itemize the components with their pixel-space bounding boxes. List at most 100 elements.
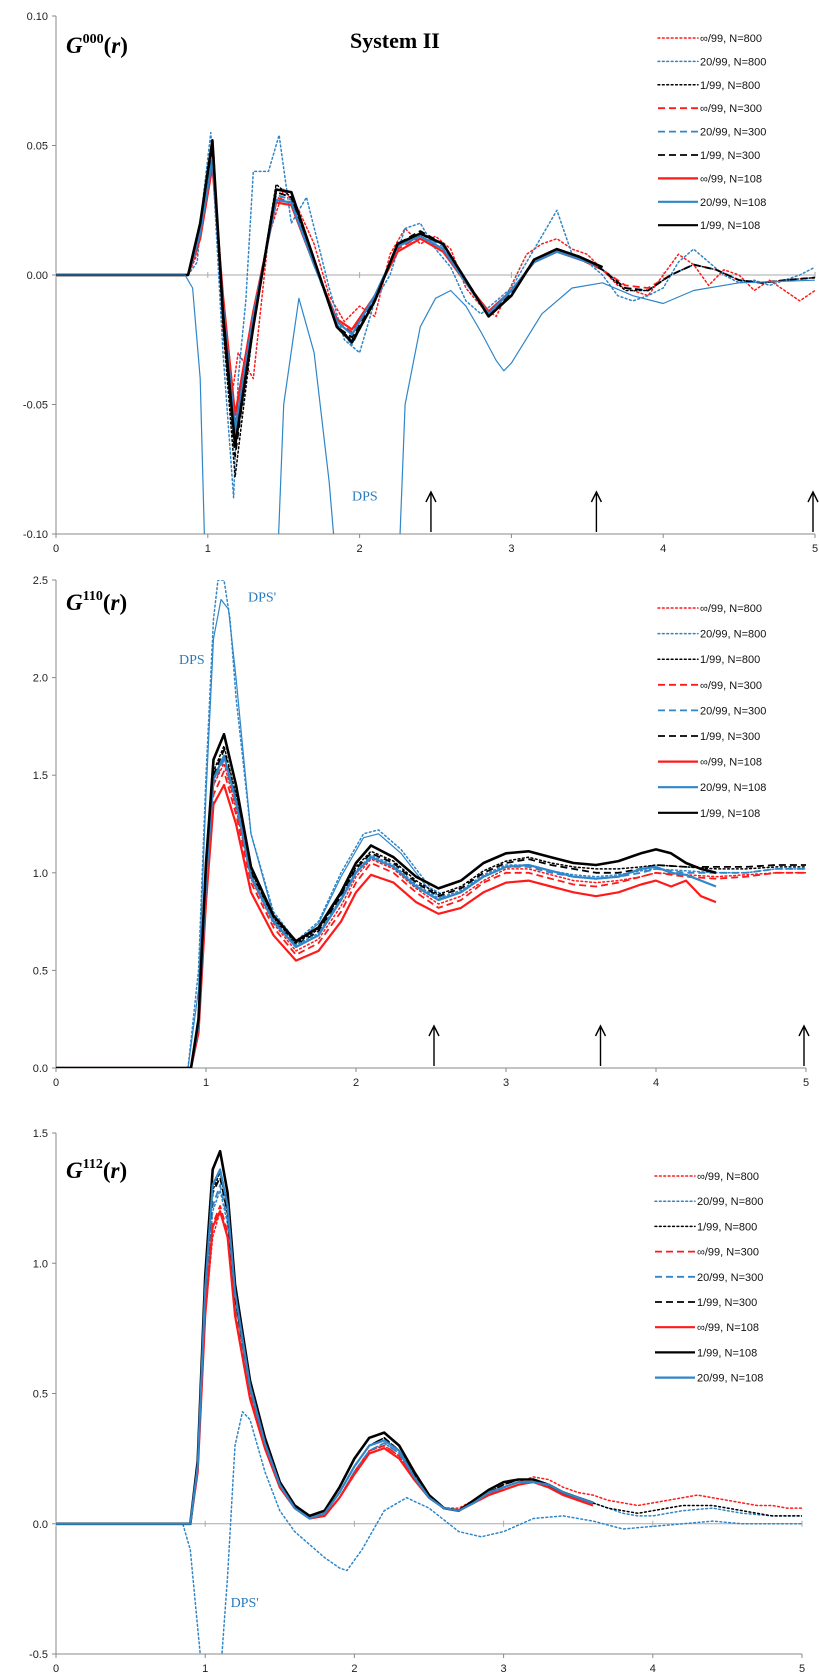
legend-label: 20/99, N=108 <box>697 1373 763 1385</box>
y-tick-label: 1.0 <box>33 868 48 880</box>
panel-g000: -0.10 -0.05 0.00 0.05 0.10 0 1 2 3 4 5 DPS G000(r) Sy… <box>23 11 819 555</box>
legend-label: 20/99, N=800 <box>700 629 766 641</box>
legend-label: 20/99, N=108 <box>700 782 766 794</box>
y-tick-label: 0.0 <box>33 1519 48 1531</box>
series-group <box>56 580 806 1068</box>
legend-label: ∞/99, N=108 <box>700 173 762 185</box>
legend-label: 20/99, N=300 <box>697 1272 763 1284</box>
series-line <box>56 758 806 1068</box>
series-line <box>56 144 815 478</box>
series-group <box>56 131 815 534</box>
legend-label: 1/99, N=300 <box>700 731 760 743</box>
x-tick-label: 1 <box>205 543 211 555</box>
legend-label: ∞/99, N=108 <box>700 757 762 769</box>
series-line <box>56 165 603 416</box>
legend-label: ∞/99, N=800 <box>700 33 762 45</box>
x-tick-label: 1 <box>203 1077 209 1089</box>
series-line <box>56 762 806 1068</box>
series-line <box>56 155 815 406</box>
series-line <box>56 580 447 1068</box>
panel-g110: 0.0 0.5 1.0 1.5 2.0 2.5 0 1 2 3 4 5 DPS DPS' G110(r) ∞/… <box>33 575 810 1089</box>
legend-label: ∞/99, N=800 <box>700 603 762 615</box>
legend-label: 20/99, N=108 <box>700 197 766 209</box>
x-tick-label: 3 <box>503 1077 509 1089</box>
y-tick-label: -0.05 <box>23 400 48 412</box>
legend-label: 1/99, N=800 <box>700 80 760 92</box>
x-tick-label: 0 <box>53 1663 59 1675</box>
legend-label: 1/99, N=300 <box>697 1297 757 1309</box>
legend-label: 1/99, N=800 <box>697 1221 757 1233</box>
series-line <box>56 745 806 1068</box>
x-tick-label: 1 <box>202 1663 208 1675</box>
legend-label: 1/99, N=300 <box>700 150 760 162</box>
x-tick-label: 4 <box>650 1663 656 1675</box>
x-tick-label: 2 <box>357 543 363 555</box>
panel-title: G000(r) <box>66 32 128 58</box>
x-tick-label: 3 <box>501 1663 507 1675</box>
legend-label: 20/99, N=800 <box>697 1196 763 1208</box>
series-line <box>56 131 815 499</box>
legend: ∞/99, N=800 20/99, N=800 1/99, N=800 ∞/99, … <box>657 603 766 820</box>
legend-label: ∞/99, N=108 <box>697 1322 759 1334</box>
arrow-head <box>428 1024 440 1037</box>
annotation-label: DPS <box>352 489 378 504</box>
legend-label: 20/99, N=300 <box>700 127 766 139</box>
y-tick-label: 0.05 <box>27 141 48 153</box>
legend-label: ∞/99, N=300 <box>700 680 762 692</box>
x-tick-label: 2 <box>351 1663 357 1675</box>
series-line <box>56 1176 594 1525</box>
series-line <box>56 598 447 1068</box>
y-tick-label: 1.5 <box>33 770 48 782</box>
series-line <box>56 770 806 1068</box>
x-tick-label: 4 <box>653 1077 659 1089</box>
arrow-head <box>798 1024 810 1037</box>
system-title: System II <box>350 28 440 53</box>
legend-label: 20/99, N=800 <box>700 56 766 68</box>
series-line <box>56 139 604 448</box>
arrow-head <box>807 490 819 503</box>
y-tick-label: 0.10 <box>27 11 48 23</box>
panel-title: G110(r) <box>66 589 127 615</box>
x-tick-label: 5 <box>803 1077 809 1089</box>
x-tick-label: 2 <box>353 1077 359 1089</box>
series-line <box>56 1171 802 1525</box>
legend-label: 1/99, N=800 <box>700 654 760 666</box>
panel-title: G112(r) <box>66 1157 127 1183</box>
x-tick-label: 3 <box>508 543 514 555</box>
y-tick-label: 0.5 <box>33 1389 48 1401</box>
series-line <box>56 1189 802 1525</box>
y-tick-label: 1.0 <box>33 1258 48 1270</box>
arrow-head <box>590 490 603 503</box>
x-tick-label: 5 <box>812 543 818 555</box>
series-line <box>56 754 806 1068</box>
panel-g112: -0.5 0.0 0.5 1.0 1.5 0 1 2 3 4 5 DPS' G112(r) ∞/99, N… <box>29 1128 805 1675</box>
y-tick-label: 1.5 <box>33 1128 48 1140</box>
series-line <box>56 754 717 1068</box>
legend-label: ∞/99, N=800 <box>697 1171 759 1183</box>
arrow-head <box>594 1024 607 1037</box>
legend-label: 1/99, N=108 <box>697 1347 757 1359</box>
legend-label: 1/99, N=108 <box>700 220 760 232</box>
annotation-label: DPS' <box>248 590 276 605</box>
series-line <box>56 1210 802 1525</box>
y-tick-label: 0.0 <box>33 1063 48 1075</box>
series-line <box>56 1184 594 1525</box>
y-tick-label: -0.5 <box>29 1649 48 1661</box>
annotation-label: DPS <box>179 653 205 668</box>
arrow-head <box>425 490 437 503</box>
series-line <box>56 1168 594 1525</box>
x-tick-label: 4 <box>660 543 666 555</box>
series-line <box>56 1410 802 1654</box>
legend: ∞/99, N=800 20/99, N=800 1/99, N=800 ∞/99, … <box>654 1171 763 1385</box>
legend-label: ∞/99, N=300 <box>700 103 762 115</box>
legend-label: ∞/99, N=300 <box>697 1247 759 1259</box>
series-line <box>56 1205 594 1525</box>
y-tick-label: 0.5 <box>33 965 48 977</box>
y-tick-label: 2.5 <box>33 575 48 587</box>
x-tick-label: 0 <box>53 1077 59 1089</box>
x-tick-label: 5 <box>799 1663 805 1675</box>
series-line <box>56 732 717 1068</box>
series-line <box>56 1149 594 1526</box>
annotation-label: DPS' <box>231 1596 259 1611</box>
